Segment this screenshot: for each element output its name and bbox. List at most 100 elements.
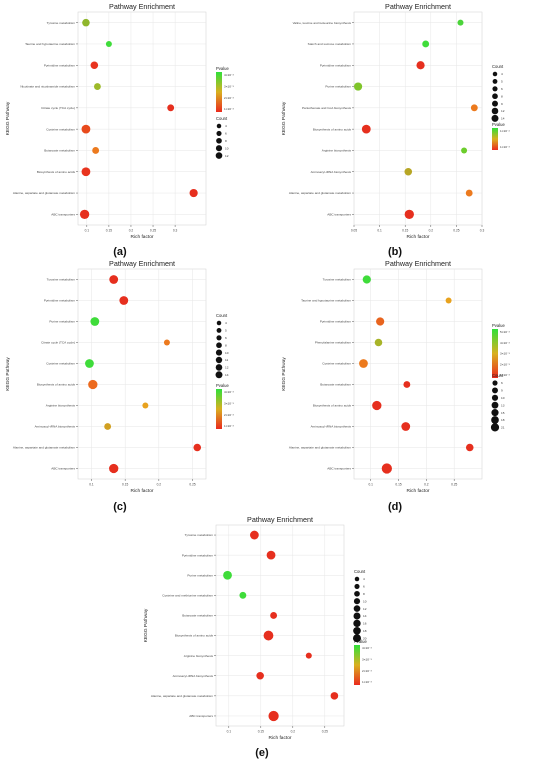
legend-count-marker — [492, 100, 498, 107]
legend-count-marker — [491, 107, 499, 115]
y-category-label: Pyrimidine metabolism — [44, 63, 76, 67]
data-point — [461, 147, 468, 154]
y-category-label: Pyrimidine metabolism — [320, 63, 352, 67]
legend-pvalue-label: 2×10⁻³ — [362, 669, 372, 673]
data-point — [445, 297, 452, 304]
legend-count-label: 11 — [225, 358, 228, 362]
x-tick-label: 0.25 — [322, 730, 328, 734]
legend-count-label: 4 — [225, 124, 227, 128]
y-category-label: Tyrosine metabolism — [323, 278, 352, 282]
legend-count-title: Count — [492, 373, 504, 378]
legend-count-label: 8 — [225, 343, 227, 347]
legend-count-label: 9 — [501, 389, 503, 393]
legend-count-title: Count — [216, 116, 228, 121]
data-point — [250, 530, 259, 540]
legend-count-marker — [215, 356, 223, 364]
panel-label: (b) — [388, 246, 402, 258]
legend-count-marker — [352, 634, 362, 643]
legend-pvalue-label: 4×10⁻³ — [224, 390, 234, 394]
y-category-label: Tyrosine metabolism — [47, 21, 76, 25]
y-axis-label: KEGG Pathway — [143, 608, 149, 642]
legend-count-label: 21 — [501, 426, 505, 430]
legend-count-label: 13 — [501, 403, 505, 407]
y-axis-label: KEGG Pathway — [281, 357, 287, 391]
legend-count-label: 12 — [225, 154, 229, 158]
data-point — [416, 61, 425, 70]
legend-count-label: 15 — [501, 411, 505, 415]
legend-count-label: 16 — [363, 622, 367, 626]
x-tick-label: 0.15 — [402, 229, 408, 233]
x-tick-label: 0.25 — [453, 229, 459, 233]
data-point — [81, 124, 91, 134]
x-axis-label: Rich factor — [131, 488, 154, 494]
x-tick-label: 0.1 — [227, 730, 232, 734]
legend-count-label: 5 — [501, 80, 503, 84]
legend-pvalue-label: 2×10⁻³ — [224, 413, 234, 417]
legend-count-title: Count — [492, 64, 504, 69]
data-point — [109, 275, 119, 284]
data-point — [105, 40, 112, 47]
legend-count-marker — [490, 423, 500, 432]
legend-pvalue-label: 3×10⁻³ — [500, 352, 510, 356]
x-tick-label: 0.2 — [424, 483, 429, 487]
data-point — [142, 402, 149, 409]
x-tick-label: 0.1 — [89, 483, 94, 487]
chart-title: Pathway Enrichment — [109, 2, 175, 11]
legend-count-marker — [492, 71, 498, 77]
chart-panel-b: Pathway Enrichment 0.05 0.1 0.15 0.2 0.25 0.3 V… — [281, 2, 510, 258]
y-category-label: Pyrimidine metabolism — [182, 553, 214, 557]
legend-count-marker — [491, 416, 499, 424]
legend-count-marker — [215, 364, 223, 371]
legend-pvalue-title: Pvalue — [492, 122, 505, 127]
y-category-label: Taurine and hypotaurine metabolism — [301, 299, 351, 303]
legend-count-label: 6 — [225, 336, 227, 340]
legend-pvalue-label: 2×10⁻³ — [500, 362, 510, 366]
chart-panel-c: Pathway Enrichment 0.1 0.15 0.2 0.25 Tyrosine… — [5, 259, 234, 513]
y-category-label: ABC transporters — [51, 467, 75, 471]
x-tick-label: 0.05 — [351, 229, 357, 233]
y-category-label: Tyrosine metabolism — [47, 278, 76, 282]
plot-area — [77, 268, 207, 480]
data-point — [359, 359, 368, 368]
y-category-label: Citrate cycle (TCA cycle) — [41, 106, 75, 110]
y-category-label: Cysteine and methionine metabolism — [162, 593, 213, 597]
data-point — [92, 147, 100, 154]
data-point — [470, 104, 478, 112]
legend-count-marker — [353, 605, 361, 612]
y-category-label: Valine, leucine and isoleucine biosynthe… — [293, 21, 352, 25]
y-category-label: Phenylalanine metabolism — [315, 341, 352, 345]
x-tick-label: 0.2 — [157, 483, 162, 487]
y-category-label: Butanoate metabolism — [182, 614, 213, 618]
x-axis-label: Rich factor — [407, 234, 430, 240]
x-axis-label: Rich factor — [131, 234, 154, 240]
data-point — [81, 167, 91, 177]
data-point — [330, 692, 339, 700]
y-category-label: Aminoacyl-tRNA biosynthesis — [311, 425, 352, 429]
legend-count-label: 12 — [225, 366, 229, 370]
data-point — [163, 339, 170, 346]
panel-label: (e) — [255, 747, 269, 759]
legend-count-marker — [353, 626, 361, 635]
legend-pvalue-label: 4×10⁻³ — [362, 646, 372, 650]
legend-pvalue-label: 4×10⁻³ — [500, 341, 510, 345]
legend-count-marker — [215, 152, 223, 159]
y-category-label: Arginine biosynthesis — [184, 654, 214, 658]
legend-count-marker — [216, 320, 222, 326]
x-tick-label: 0.3 — [173, 229, 178, 233]
x-tick-label: 0.25 — [451, 483, 457, 487]
chart-title: Pathway Enrichment — [385, 259, 451, 268]
data-point — [90, 317, 100, 326]
legend-count-label: 9 — [501, 102, 503, 106]
legend-count-label: 10 — [363, 599, 367, 603]
legend-count-marker — [216, 130, 222, 136]
data-point — [353, 82, 363, 91]
data-point — [266, 550, 276, 560]
data-point — [256, 671, 264, 680]
legend-count-marker — [216, 327, 222, 333]
data-point — [79, 209, 90, 220]
data-point — [270, 612, 278, 619]
x-tick-label: 0.25 — [189, 483, 195, 487]
data-point — [403, 381, 411, 388]
legend-count-marker — [353, 619, 361, 628]
legend-count-marker — [354, 576, 360, 582]
